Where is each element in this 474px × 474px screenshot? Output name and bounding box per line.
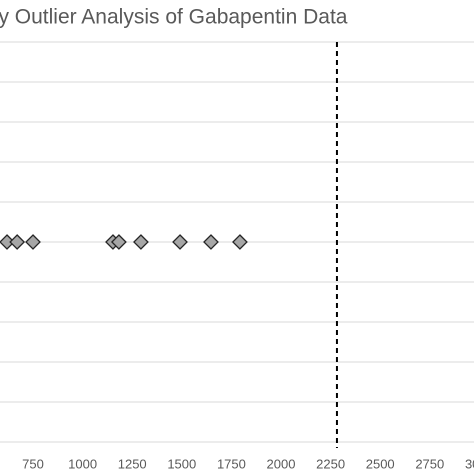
x-tick-label: 3000 [465, 456, 474, 471]
x-tick-label: 1750 [217, 456, 246, 471]
x-tick-label: 1000 [68, 456, 97, 471]
x-tick-label: 2750 [415, 456, 444, 471]
x-tick-label: 2250 [316, 456, 345, 471]
point [172, 234, 188, 250]
point [203, 234, 219, 250]
x-tick-label: 2500 [366, 456, 395, 471]
point [9, 234, 26, 250]
x-tick-label: 750 [22, 456, 44, 471]
chart-title: Tukey Outlier Analysis of Gabapentin Dat… [0, 6, 348, 29]
point [133, 234, 149, 250]
x-tick-label: 1500 [167, 456, 196, 471]
x-tick-label: 1250 [118, 456, 147, 471]
point [232, 234, 248, 250]
point [25, 234, 41, 250]
point [110, 234, 127, 250]
x-tick-label: 2000 [267, 456, 296, 471]
